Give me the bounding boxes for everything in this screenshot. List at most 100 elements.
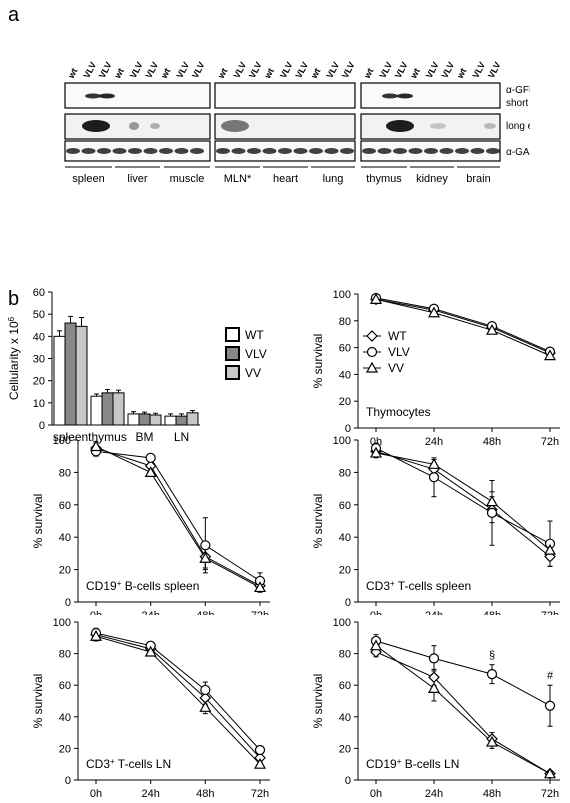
bar [101, 392, 114, 426]
series-line [375, 297, 551, 353]
marker-triangle [369, 639, 383, 651]
y-tick-label: 40 [33, 331, 45, 343]
x-tick-label: 48h [196, 610, 214, 615]
marker-triangle [543, 349, 557, 361]
marker-triangle [89, 629, 103, 641]
lane-label: VLV [231, 60, 248, 80]
y-tick-label: 40 [339, 532, 351, 544]
lane-label: wt [308, 66, 322, 80]
y-tick-label: 40 [339, 369, 351, 381]
lane-label: VLV [97, 60, 114, 80]
marker-triangle [543, 543, 557, 555]
x-tick-label: 72h [541, 788, 559, 800]
series-line [375, 640, 551, 707]
legend-label: VLV [388, 345, 410, 359]
bar [186, 412, 199, 426]
marker-triangle [199, 552, 212, 563]
blot-band [424, 148, 438, 154]
x-tick-label: 72h [251, 610, 269, 615]
marker-triangle [485, 323, 499, 335]
marker-triangle [253, 757, 267, 769]
tissue-label: lung [323, 173, 344, 185]
tissue-label: muscle [170, 173, 205, 185]
tissue-label: MLN* [224, 173, 252, 185]
y-axis-label: Cellularity x 106 [7, 316, 21, 400]
series-line [375, 447, 551, 545]
chart-annotation: CD3+ T-cells spleen [366, 579, 471, 593]
cd3-spleen-chart: 0 20 40 60 80 100 % survival 0h 24h 48h 72h CD3+ T-… [311, 435, 560, 615]
blot-band [97, 148, 111, 154]
blot-band [112, 148, 127, 154]
series-line [375, 452, 551, 551]
y-tick-label: 0 [345, 423, 351, 435]
blot-band [293, 148, 308, 154]
lane-label: VLV [340, 60, 357, 80]
marker-triangle [485, 495, 499, 507]
blot-band [99, 93, 115, 99]
tissue-label: brain [466, 173, 490, 185]
marker-circle [486, 507, 498, 519]
tissue-label: liver [127, 173, 148, 185]
y-tick-label: 80 [59, 649, 71, 661]
lane-label: VLV [247, 60, 264, 80]
y-tick-label: 40 [59, 712, 71, 724]
marker-triangle [144, 645, 157, 657]
significance-mark: § [489, 650, 495, 662]
legend-swatch [225, 327, 240, 342]
x-tick-label: 24h [425, 788, 443, 800]
bar [138, 413, 151, 426]
legend-swatch [225, 346, 240, 361]
lane-label: VLV [486, 60, 503, 80]
x-tick-label: 72h [541, 436, 559, 448]
legend-label: VV [388, 361, 404, 375]
blot-band [455, 148, 469, 154]
lane-label: VLV [143, 60, 160, 80]
y-tick-label: 20 [59, 565, 71, 577]
y-tick-label: 0 [65, 597, 71, 609]
tissue-label: thymus [366, 173, 402, 185]
lane-label: wt [361, 66, 375, 80]
y-axis-label: % survival [311, 494, 325, 549]
marker-triangle [369, 293, 383, 304]
x-tick-label: 72h [251, 788, 269, 800]
row-label-long-exp: long exp. [506, 121, 530, 132]
marker-triangle [369, 446, 383, 458]
blot-band [66, 148, 80, 154]
row-label-gfp: α-GFP [506, 85, 530, 96]
x-tick-label: 48h [483, 436, 501, 448]
bar [127, 413, 140, 426]
y-tick-label: 40 [339, 712, 351, 724]
x-tick-label: 72h [541, 610, 559, 615]
series-line [375, 651, 551, 775]
lane-label: VLV [174, 60, 191, 80]
bar [175, 415, 188, 426]
lane-label: VLV [128, 60, 145, 80]
lane-label: VLV [470, 60, 487, 80]
series-line [95, 447, 261, 587]
bar [164, 415, 177, 426]
y-tick-label: 20 [339, 743, 351, 755]
significance-mark: # [547, 670, 554, 682]
marker-triangle [485, 735, 499, 747]
y-tick-label: 100 [333, 617, 351, 629]
marker-diamond [366, 330, 378, 342]
marker-triangle [427, 306, 441, 318]
bar [53, 335, 66, 426]
legend-label: VLV [245, 347, 267, 361]
legend-label: WT [388, 329, 407, 343]
y-tick-label: 0 [39, 420, 45, 432]
y-tick-label: 0 [65, 775, 71, 787]
x-tick-label: 48h [483, 788, 501, 800]
x-tick-label: 24h [425, 436, 443, 448]
lane-label: wt [262, 66, 276, 80]
lane-label: wt [215, 66, 229, 80]
x-tick-label: 0h [90, 610, 102, 615]
blot-band [386, 120, 414, 132]
lane-label: wt [65, 66, 79, 80]
y-tick-label: 80 [339, 316, 351, 328]
x-tick-label: spleen [53, 430, 88, 444]
lane-label: VLV [393, 60, 410, 80]
blot-band [484, 123, 496, 129]
lane-label: VLV [439, 60, 456, 80]
panel-a-letter: a [8, 4, 20, 26]
